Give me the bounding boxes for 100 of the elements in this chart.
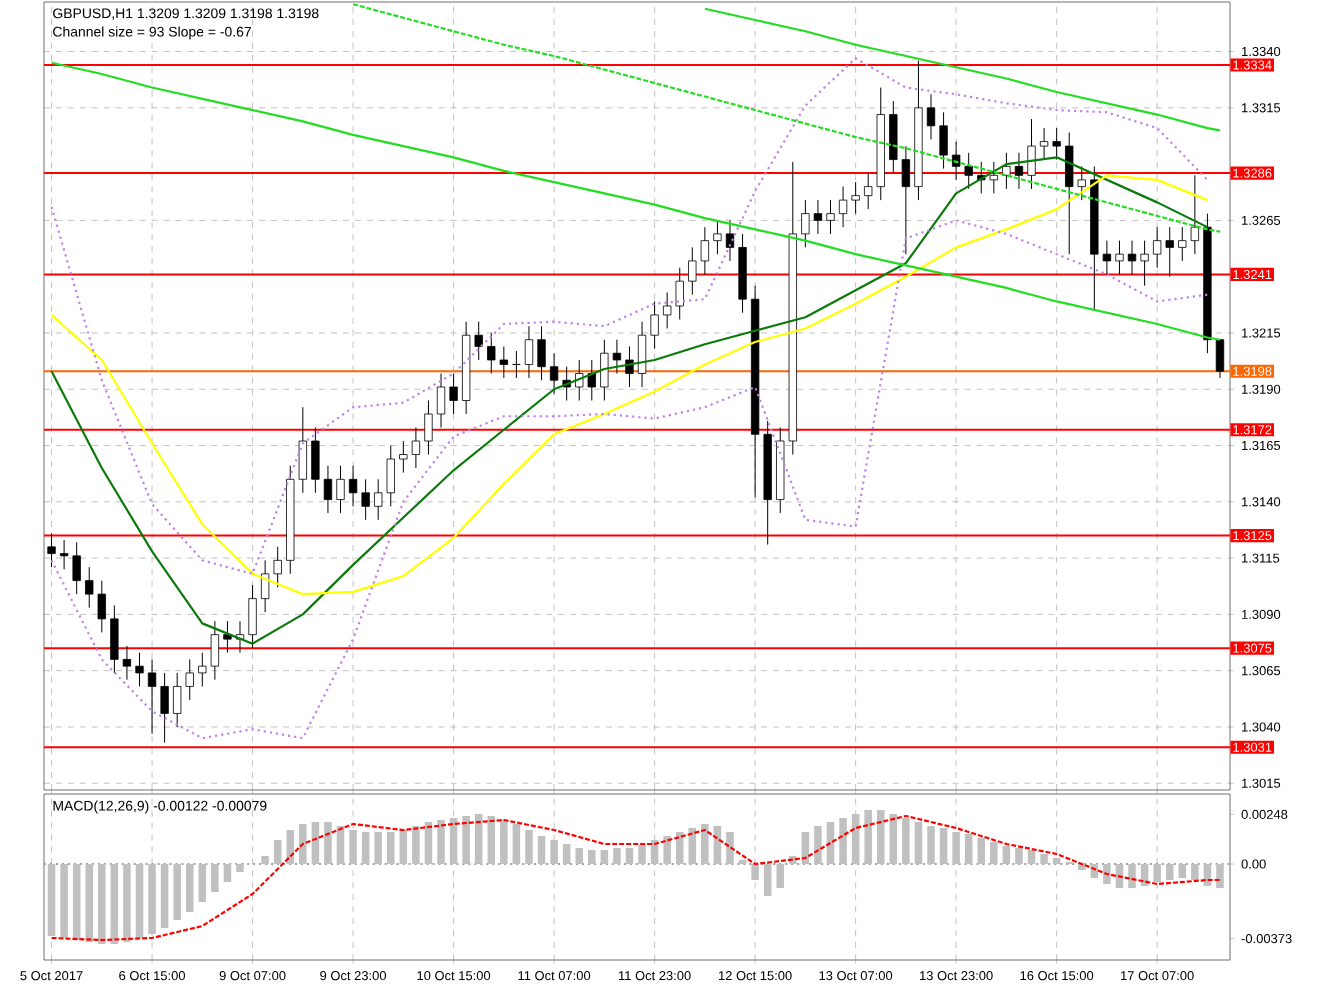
- bar: [562, 844, 571, 864]
- bar: [751, 864, 759, 880]
- candlestick: [1127, 240, 1137, 275]
- bar: [977, 838, 986, 864]
- bar: [613, 848, 621, 864]
- bar: [889, 814, 898, 864]
- bar: [1027, 850, 1036, 864]
- candlestick: [838, 186, 848, 228]
- bar: [72, 864, 81, 940]
- bar: [763, 864, 772, 896]
- candlestick: [348, 465, 358, 507]
- candlestick: [1215, 339, 1225, 379]
- bar: [110, 864, 119, 944]
- bar: [914, 822, 923, 864]
- bar: [776, 864, 785, 888]
- candlestick: [361, 478, 370, 521]
- bar: [123, 864, 131, 942]
- candlestick: [424, 400, 433, 456]
- bar: [588, 850, 596, 864]
- candlestick: [813, 199, 823, 235]
- candlestick: [248, 584, 257, 649]
- bar: [437, 820, 445, 864]
- candlestick: [524, 325, 534, 379]
- bar: [726, 832, 734, 864]
- candlestick: [1027, 118, 1036, 190]
- bar: [1153, 864, 1161, 882]
- bar: [1165, 864, 1174, 880]
- bar: [550, 840, 558, 864]
- bar: [1052, 858, 1061, 864]
- candlestick: [939, 111, 948, 170]
- bar: [47, 864, 56, 936]
- bar: [1216, 864, 1224, 888]
- candlestick: [725, 219, 735, 262]
- bar: [902, 818, 910, 864]
- candlestick: [323, 465, 333, 514]
- candlestick: [851, 181, 860, 215]
- candlestick: [311, 427, 320, 494]
- bar: [160, 864, 169, 928]
- bar: [701, 824, 709, 864]
- line-series: [50, 57, 1209, 575]
- bar: [462, 816, 470, 864]
- bar: [185, 864, 194, 912]
- bar: [990, 842, 998, 864]
- line-series: [50, 814, 1222, 942]
- candlestick: [637, 321, 647, 388]
- bar: [1178, 864, 1187, 878]
- candlestick: [160, 672, 169, 744]
- bar: [939, 828, 948, 864]
- bar: [236, 864, 244, 872]
- bar: [575, 848, 583, 864]
- candlestick: [436, 372, 446, 429]
- bar: [487, 816, 496, 864]
- candlestick: [1002, 152, 1011, 190]
- bar: [98, 864, 106, 944]
- bar: [324, 822, 332, 864]
- bar: [537, 836, 546, 864]
- bar: [135, 864, 144, 938]
- bar: [864, 810, 872, 864]
- bar: [1103, 864, 1111, 884]
- bar: [625, 848, 634, 864]
- bar: [211, 864, 219, 892]
- bar: [286, 830, 295, 864]
- bar: [273, 840, 282, 864]
- candlestick: [713, 219, 722, 255]
- bar: [675, 832, 684, 864]
- candlestick: [1014, 152, 1024, 190]
- bar: [474, 814, 483, 864]
- bar: [361, 832, 370, 864]
- bar: [952, 832, 960, 864]
- bar: [386, 832, 395, 864]
- candlestick: [223, 620, 232, 654]
- bar: [1128, 864, 1136, 888]
- bar: [600, 850, 609, 864]
- bar: [412, 826, 420, 864]
- bar: [500, 820, 508, 864]
- bar: [1015, 848, 1023, 864]
- bar: [424, 822, 433, 864]
- bar: [449, 818, 458, 864]
- bar: [525, 830, 533, 864]
- bar: [60, 864, 68, 938]
- bar: [663, 836, 671, 864]
- bar: [964, 834, 973, 864]
- bar: [349, 830, 357, 864]
- candlestick: [650, 300, 659, 350]
- candlestick: [336, 465, 345, 514]
- candlestick: [147, 658, 157, 735]
- line-series: [50, 219, 1209, 740]
- bar: [1002, 846, 1011, 864]
- bar: [512, 824, 521, 864]
- bar: [198, 864, 207, 902]
- bar: [223, 864, 232, 882]
- bar: [839, 818, 847, 864]
- bar: [173, 864, 181, 920]
- bar: [927, 826, 935, 864]
- candlestick: [135, 652, 144, 687]
- bar: [814, 826, 822, 864]
- candlestick: [1140, 240, 1149, 287]
- candlestick: [801, 199, 810, 248]
- candlestick: [47, 532, 56, 568]
- candlestick: [1115, 240, 1124, 275]
